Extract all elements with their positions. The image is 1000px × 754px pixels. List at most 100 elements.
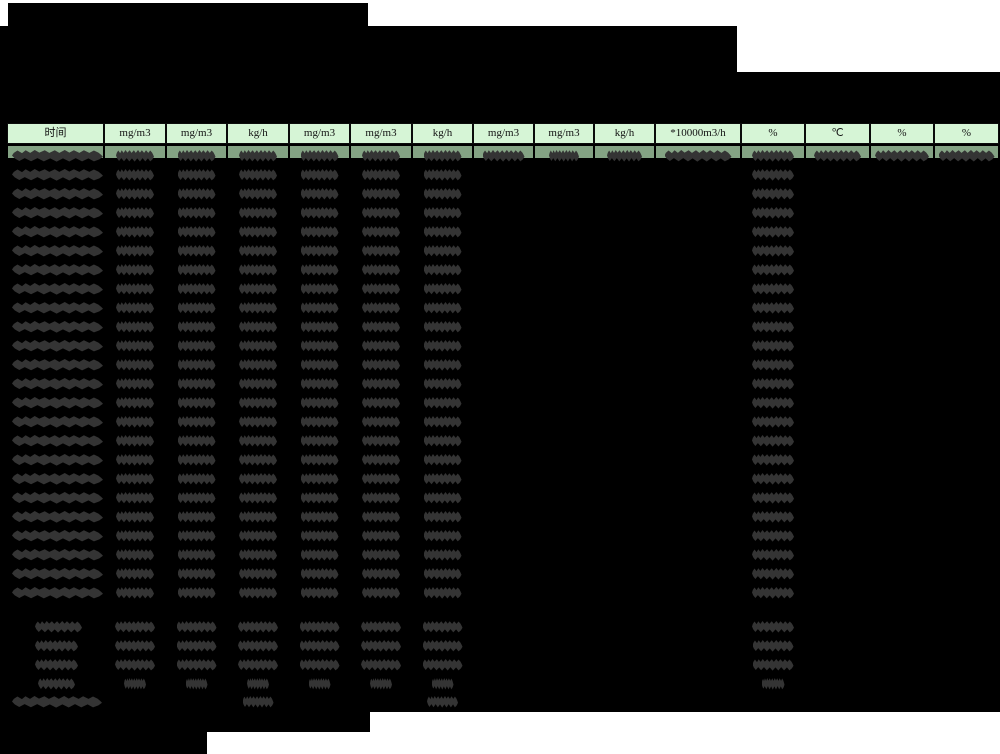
- redacted-cell: [423, 226, 462, 238]
- redacted-cell: [752, 245, 794, 257]
- redacted-cell: [752, 302, 794, 314]
- redacted-summary-value: [299, 640, 340, 652]
- header-cell-0: 时间: [7, 123, 104, 144]
- redacted-cell: [423, 359, 462, 371]
- redacted-cell: [362, 511, 400, 523]
- redacted-cell: [752, 454, 794, 466]
- redacted-cell: [362, 435, 400, 447]
- redacted-cell: [362, 321, 400, 333]
- redacted-cell: [752, 169, 794, 181]
- redacted-cell: [423, 245, 462, 257]
- redacted-cell: [752, 397, 794, 409]
- redacted-timestamp: [12, 207, 103, 219]
- redacted-cell: [300, 283, 339, 295]
- redacted-cell: [116, 169, 154, 181]
- redacted-timestamp: [12, 283, 103, 295]
- header-cell-13: %: [870, 123, 934, 144]
- redacted-cell: [239, 549, 277, 561]
- redacted-cell: [482, 150, 525, 162]
- redacted-cell: [362, 416, 400, 428]
- redacted-summary-value: [242, 696, 274, 708]
- redacted-summary-value: [238, 659, 278, 671]
- redacted-cell: [239, 283, 277, 295]
- redacted-cell: [177, 568, 216, 580]
- redacted-cell: [752, 359, 794, 371]
- redacted-summary-value: [124, 678, 146, 690]
- redacted-cell: [300, 359, 339, 371]
- redacted-cell: [239, 321, 277, 333]
- redacted-cell: [423, 283, 462, 295]
- redacted-cell: [362, 549, 400, 561]
- redacted-cell: [362, 359, 400, 371]
- redacted-cell: [116, 435, 154, 447]
- redacted-cell: [752, 340, 794, 352]
- redacted-cell: [239, 340, 277, 352]
- redacted-cell: [362, 397, 400, 409]
- redacted-cell: [423, 416, 462, 428]
- redacted-cell: [423, 207, 462, 219]
- redacted-cell: [116, 321, 154, 333]
- redacted-cell: [362, 169, 400, 181]
- redacted-cell: [177, 226, 216, 238]
- redacted-cell: [300, 150, 339, 162]
- redacted-timestamp: [12, 378, 103, 390]
- redacted-cell: [177, 302, 216, 314]
- redacted-cell: [177, 530, 216, 542]
- redacted-cell: [752, 207, 794, 219]
- redacted-timestamp: [12, 454, 103, 466]
- redacted-cell: [362, 568, 400, 580]
- redacted-summary-value: [308, 678, 331, 690]
- redacted-cell: [177, 473, 216, 485]
- redacted-summary-label: [35, 640, 78, 652]
- redacted-summary-value: [752, 621, 794, 633]
- redacted-timestamp: [12, 416, 103, 428]
- redacted-cell: [362, 340, 400, 352]
- redacted-cell: [116, 454, 154, 466]
- redacted-cell: [423, 321, 462, 333]
- redacted-timestamp: [12, 302, 103, 314]
- redacted-summary-value: [238, 640, 278, 652]
- redacted-cell: [423, 511, 462, 523]
- redacted-timestamp: [12, 568, 103, 580]
- redacted-cell: [177, 245, 216, 257]
- redacted-cell: [362, 530, 400, 542]
- redacted-cell: [423, 397, 462, 409]
- redacted-title-block: [8, 3, 368, 26]
- redacted-cell: [423, 435, 462, 447]
- redacted-cell: [116, 568, 154, 580]
- redacted-summary-value: [299, 621, 340, 633]
- redacted-timestamp: [12, 397, 103, 409]
- redacted-cell: [116, 264, 154, 276]
- redacted-cell: [239, 150, 277, 162]
- redacted-cell: [752, 530, 794, 542]
- redacted-cell: [362, 492, 400, 504]
- redacted-cell: [423, 549, 462, 561]
- redacted-cell: [423, 340, 462, 352]
- redacted-cell: [177, 359, 216, 371]
- redacted-timestamp: [12, 511, 103, 523]
- redacted-cell: [177, 340, 216, 352]
- redacted-summary-label: [12, 696, 102, 708]
- redacted-cell: [752, 568, 794, 580]
- redacted-summary-value: [185, 678, 208, 690]
- redacted-cell: [239, 378, 277, 390]
- redacted-summary-value: [238, 621, 278, 633]
- redacted-cell: [362, 264, 400, 276]
- redacted-cell: [116, 207, 154, 219]
- redacted-cell: [423, 378, 462, 390]
- redacted-cell: [752, 321, 794, 333]
- redacted-timestamp: [12, 587, 103, 599]
- redacted-cell: [116, 302, 154, 314]
- redacted-footer-block-mid: [0, 712, 370, 732]
- redacted-cell: [362, 473, 400, 485]
- redacted-cell: [116, 530, 154, 542]
- redacted-cell: [752, 435, 794, 447]
- redacted-cell: [116, 549, 154, 561]
- redacted-cell: [549, 150, 579, 162]
- header-cell-10: *10000m3/h: [655, 123, 741, 144]
- redacted-table-body-block: [0, 72, 1000, 712]
- redacted-timestamp: [12, 435, 103, 447]
- redacted-cell: [752, 511, 794, 523]
